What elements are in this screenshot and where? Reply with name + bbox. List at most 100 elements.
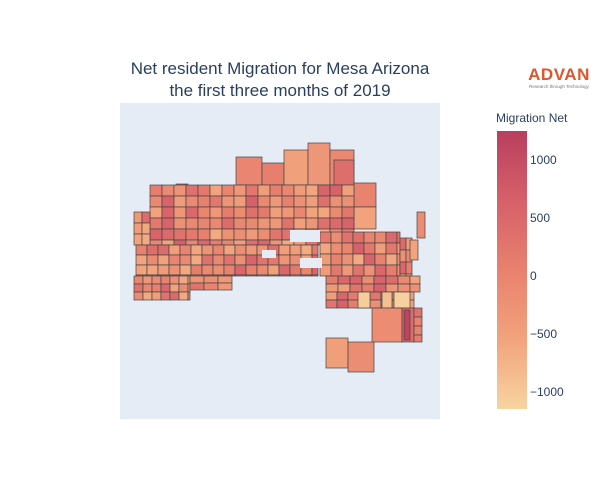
census-tract[interactable] — [209, 217, 223, 230]
census-tract[interactable] — [289, 264, 302, 276]
census-tract[interactable] — [201, 264, 214, 276]
census-tract[interactable] — [330, 253, 343, 266]
census-tract[interactable] — [245, 228, 259, 241]
census-tract[interactable] — [221, 239, 235, 246]
census-tract[interactable] — [173, 217, 187, 230]
census-tract[interactable] — [151, 291, 162, 301]
census-tract[interactable] — [142, 291, 153, 301]
census-tract[interactable] — [337, 283, 351, 293]
census-tract[interactable] — [178, 275, 189, 285]
census-tract[interactable] — [233, 195, 247, 208]
census-tract[interactable] — [397, 283, 411, 293]
census-tract[interactable] — [201, 244, 214, 256]
census-tract[interactable] — [336, 291, 349, 301]
census-tract[interactable] — [347, 291, 360, 301]
census-tract[interactable] — [385, 283, 399, 293]
census-tract[interactable] — [161, 239, 175, 246]
census-tract[interactable] — [396, 253, 401, 266]
census-tract[interactable] — [347, 299, 360, 309]
census-tract[interactable] — [245, 244, 258, 256]
census-tract[interactable] — [169, 275, 180, 285]
census-tract[interactable] — [281, 206, 295, 219]
census-tract[interactable] — [374, 242, 387, 255]
census-tract[interactable] — [363, 242, 376, 255]
census-tract[interactable] — [245, 217, 259, 230]
census-tract[interactable] — [363, 264, 376, 277]
census-tract[interactable] — [169, 291, 180, 301]
census-tract[interactable] — [245, 184, 259, 197]
census-tract[interactable] — [233, 217, 247, 230]
census-tract[interactable] — [133, 283, 144, 293]
census-tract[interactable] — [223, 264, 236, 276]
census-tract[interactable] — [349, 275, 363, 285]
census-tract[interactable] — [396, 231, 401, 244]
census-tract[interactable] — [409, 283, 421, 293]
census-tract[interactable] — [307, 142, 331, 186]
census-tract[interactable] — [212, 254, 225, 266]
census-tract[interactable] — [168, 244, 181, 256]
census-tract[interactable] — [234, 244, 247, 256]
census-tract[interactable] — [373, 283, 387, 293]
census-tract[interactable] — [209, 195, 223, 208]
census-tract[interactable] — [212, 264, 225, 276]
census-tract[interactable] — [190, 264, 203, 276]
census-tract[interactable] — [330, 264, 343, 277]
census-tracts-layer[interactable] — [133, 142, 426, 373]
census-tract[interactable] — [234, 264, 247, 276]
census-tract[interactable] — [203, 282, 219, 291]
census-tract[interactable] — [233, 206, 247, 219]
census-tract[interactable] — [374, 264, 387, 277]
census-tract[interactable] — [317, 217, 331, 230]
census-tract[interactable] — [221, 195, 235, 208]
census-tract[interactable] — [317, 206, 331, 219]
census-tract[interactable] — [185, 217, 199, 230]
census-tract[interactable] — [413, 334, 423, 343]
census-tract[interactable] — [293, 217, 307, 230]
census-tract[interactable] — [385, 264, 398, 277]
census-tract[interactable] — [416, 211, 426, 239]
census-tract[interactable] — [161, 195, 175, 208]
census-tract[interactable] — [381, 291, 393, 309]
census-tract[interactable] — [173, 206, 187, 219]
census-tract[interactable] — [289, 254, 302, 266]
census-tract[interactable] — [189, 275, 205, 284]
census-tract[interactable] — [293, 195, 307, 208]
census-tract[interactable] — [399, 249, 407, 263]
census-tract[interactable] — [369, 291, 382, 301]
census-tract[interactable] — [396, 242, 401, 255]
census-tract[interactable] — [337, 275, 351, 285]
census-tract[interactable] — [341, 217, 355, 230]
census-tract[interactable] — [269, 184, 283, 197]
census-tract[interactable] — [325, 291, 338, 301]
census-tract[interactable] — [347, 341, 375, 373]
census-tract[interactable] — [300, 274, 313, 277]
census-tract[interactable] — [261, 162, 285, 186]
census-tract[interactable] — [396, 264, 401, 277]
census-tract[interactable] — [185, 228, 199, 241]
census-tract[interactable] — [141, 222, 151, 235]
census-tract[interactable] — [173, 239, 187, 246]
census-tract[interactable] — [317, 184, 331, 197]
census-tract[interactable] — [353, 182, 377, 208]
census-tract[interactable] — [234, 254, 247, 266]
census-tract[interactable] — [281, 184, 295, 197]
census-tract[interactable] — [197, 206, 211, 219]
census-tract[interactable] — [413, 307, 423, 318]
census-tract[interactable] — [281, 217, 295, 230]
census-tract[interactable] — [330, 242, 343, 255]
census-tract[interactable] — [201, 254, 214, 266]
census-tract[interactable] — [325, 299, 338, 309]
census-tract[interactable] — [234, 274, 247, 277]
census-tract[interactable] — [257, 206, 271, 219]
census-tract[interactable] — [151, 275, 162, 285]
census-tract[interactable] — [369, 299, 382, 309]
census-tract[interactable] — [161, 184, 175, 197]
census-tract[interactable] — [325, 283, 339, 293]
census-tract[interactable] — [256, 274, 269, 277]
census-tract[interactable] — [133, 211, 143, 224]
census-tract[interactable] — [179, 244, 192, 256]
census-tract[interactable] — [399, 261, 407, 275]
census-tract[interactable] — [173, 184, 187, 197]
census-tract[interactable] — [197, 228, 211, 241]
census-tract[interactable] — [135, 264, 148, 276]
